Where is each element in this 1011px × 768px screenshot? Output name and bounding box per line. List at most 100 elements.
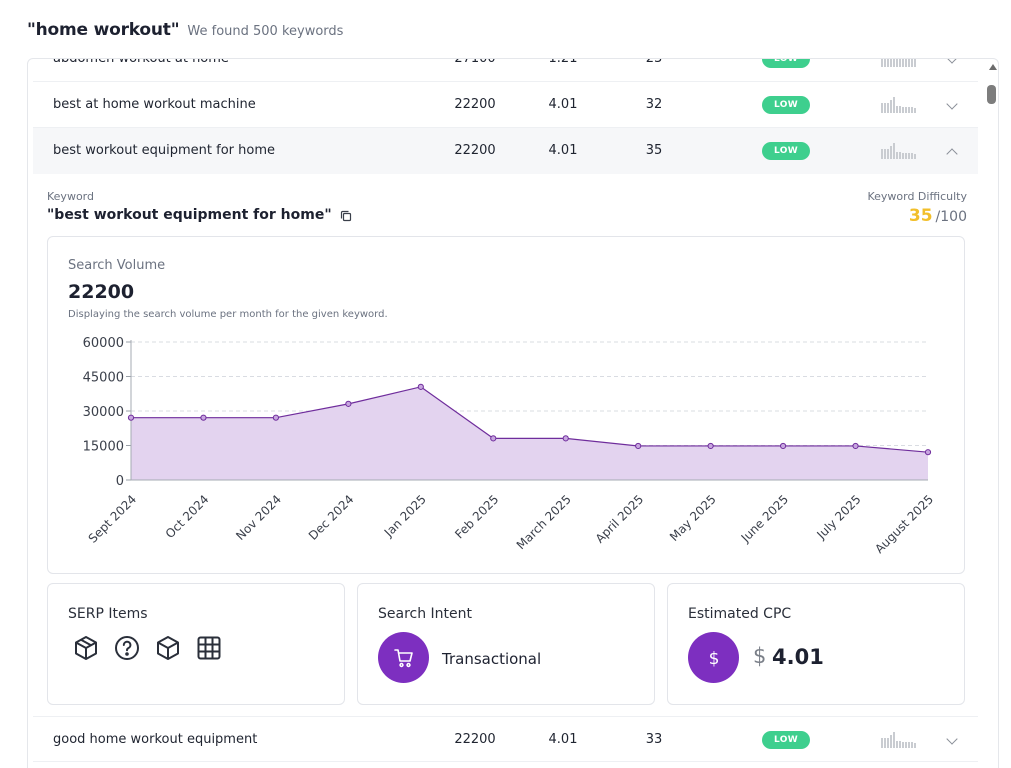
x-tick-label: April 2025 [593, 492, 647, 546]
copy-icon[interactable] [340, 210, 352, 222]
search-volume-label: Search Volume [68, 258, 166, 273]
scrollbar[interactable] [985, 59, 998, 768]
keyword-cpc: 1.21 [545, 59, 581, 82]
y-tick-label: 60000 [83, 336, 124, 351]
help-circle-icon [113, 634, 141, 662]
competition-badge: LOW [762, 59, 810, 68]
keyword-cpc: 4.01 [548, 143, 578, 158]
data-point [924, 449, 932, 456]
x-tick-label: Feb 2025 [452, 492, 501, 541]
expand-button[interactable] [945, 82, 961, 128]
data-point [127, 414, 135, 421]
estimated-cpc-title: Estimated CPC [688, 606, 792, 622]
expand-button[interactable] [945, 717, 961, 763]
cpc-value: 4.01 [772, 645, 824, 669]
grid-icon [195, 634, 223, 662]
x-tick-label: Oct 2024 [163, 492, 212, 541]
keyword-cpc: 4.01 [548, 732, 578, 747]
x-tick-label: July 2025 [814, 492, 864, 542]
trend-sparkline [881, 59, 916, 67]
search-volume-chart: 0 15000 30000 45000 60000 Sept 2024 Oct 2024 No… [83, 336, 936, 556]
keyword-text: good home workout equipment [53, 732, 258, 747]
x-tick-label: August 2025 [872, 492, 936, 556]
data-point [200, 414, 207, 421]
keyword-results-panel: abdomen workout at home 27100 1.21 23 LO… [27, 58, 999, 768]
keyword-list: abdomen workout at home 27100 1.21 23 LO… [33, 59, 978, 768]
search-volume-description: Displaying the search volume per month f… [68, 309, 388, 320]
scroll-up-arrow-icon[interactable] [989, 64, 997, 70]
kd-score: 35 [908, 206, 933, 226]
package-icon [72, 634, 100, 662]
keyword-difficulty: 35 [645, 143, 663, 158]
data-point [562, 435, 569, 442]
keyword-count: We found 500 keywords [187, 24, 344, 39]
keyword-difficulty: 23 [639, 59, 669, 82]
keyword-text: best at home workout machine [53, 97, 256, 112]
serp-items-card: SERP Items [47, 583, 345, 705]
search-volume-card: Search Volume 22200 Displaying the searc… [47, 236, 965, 574]
series-line [131, 386, 929, 453]
serp-icons [72, 634, 223, 662]
competition-badge: LOW [762, 731, 810, 749]
y-tick-label: 15000 [83, 440, 124, 455]
box-icon [154, 634, 182, 662]
search-intent-value: Transactional [442, 650, 542, 668]
keyword-volume: 22200 [454, 143, 496, 158]
y-tick-label: 45000 [83, 371, 124, 386]
keyword-difficulty: 32 [645, 97, 663, 112]
page-header: "home workout" We found 500 keywords [27, 20, 343, 46]
x-tick-label: March 2025 [514, 492, 574, 552]
cpc-currency: $ [753, 644, 767, 668]
data-point [490, 435, 497, 442]
data-point [272, 414, 280, 421]
keyword-difficulty: 33 [645, 732, 663, 747]
estimated-cpc-card: Estimated CPC $ $ 4.01 [667, 583, 965, 705]
chevron-down-icon [946, 98, 958, 110]
y-tick-label: 30000 [83, 405, 124, 420]
x-tick-label: Jan 2025 [381, 492, 429, 540]
competition-badge: LOW [762, 96, 810, 114]
chevron-down-icon [946, 733, 958, 745]
y-tick-label: 0 [116, 474, 124, 489]
trend-sparkline [881, 97, 916, 113]
data-point [635, 442, 642, 450]
chevron-down-icon [946, 59, 958, 64]
keyword-cpc: 4.01 [548, 97, 578, 112]
keyword-volume: 22200 [454, 97, 496, 112]
competition-badge: LOW [762, 142, 810, 160]
keyword-text: abdomen workout at home [53, 59, 229, 82]
keyword-row-expanded[interactable]: best workout equipment for home 22200 4.… [33, 128, 978, 174]
x-tick-label: May 2025 [667, 492, 719, 544]
shopping-cart-icon [378, 632, 429, 683]
data-point [779, 442, 787, 450]
x-tick-label: Sept 2024 [86, 492, 140, 546]
scrollbar-thumb[interactable] [987, 85, 996, 104]
keyword-row[interactable]: good home workout equipment 22200 4.01 3… [33, 716, 978, 762]
data-point [707, 442, 714, 450]
data-point [852, 442, 859, 450]
keyword-title: "best workout equipment for home" [47, 207, 352, 223]
keyword-difficulty-label: Keyword Difficulty [867, 190, 967, 203]
search-intent-card: Search Intent Transactional [357, 583, 655, 705]
x-tick-label: June 2025 [738, 492, 791, 545]
query-title: "home workout" [27, 20, 180, 40]
data-point [417, 383, 424, 390]
dollar-icon: $ [688, 632, 739, 683]
svg-text:$: $ [708, 649, 719, 669]
data-point [345, 400, 352, 407]
keyword-volume: 22200 [454, 732, 496, 747]
keyword-difficulty-value: 35 /100 [909, 206, 967, 226]
search-volume-value: 22200 [68, 281, 135, 303]
keyword-text: best workout equipment for home [53, 143, 276, 158]
expand-button[interactable] [945, 59, 961, 82]
keyword-row[interactable]: abdomen workout at home 27100 1.21 23 LO… [33, 59, 978, 82]
keyword-volume: 27100 [451, 59, 499, 82]
keyword-label: Keyword [47, 190, 94, 203]
kd-max: /100 [935, 209, 967, 225]
series-area [131, 386, 928, 480]
trend-sparkline [881, 732, 916, 748]
keyword-row[interactable]: best at home workout machine 22200 4.01 … [33, 82, 978, 128]
keyword-detail-panel: Keyword "best workout equipment for home… [33, 175, 978, 717]
search-intent-title: Search Intent [378, 606, 473, 622]
collapse-button[interactable] [945, 128, 961, 174]
